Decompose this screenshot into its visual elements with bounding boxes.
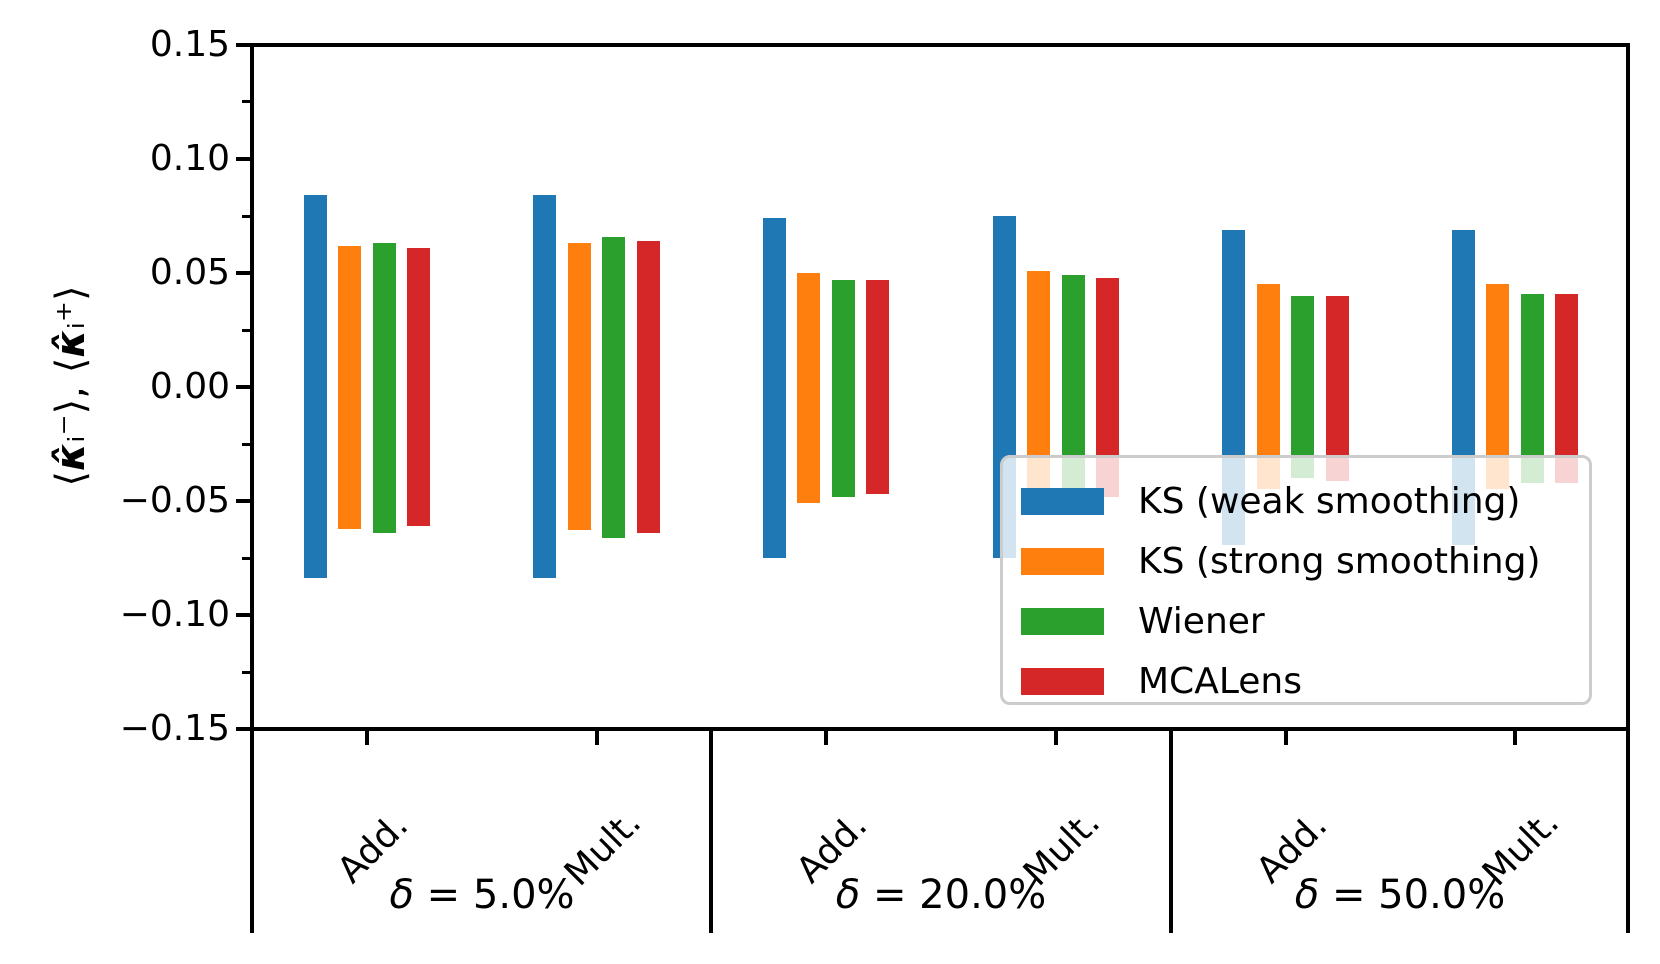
- bar-ks-strong-smoothing--group4: [1027, 271, 1050, 504]
- bar-wiener-group2: [602, 237, 625, 538]
- legend-row: MCALens: [1021, 651, 1589, 711]
- bar-mcalens-group1: [407, 248, 430, 526]
- x-tick: [1284, 731, 1288, 745]
- legend-swatch-icon: [1021, 607, 1104, 635]
- bar-ks-weak-smoothing--group2: [533, 195, 556, 578]
- delta-symbol: δ: [1294, 872, 1320, 918]
- legend-row: KS (strong smoothing): [1021, 531, 1589, 591]
- y-major-tick: [236, 385, 250, 389]
- y-major-tick: [236, 157, 250, 161]
- bar-mcalens-group2: [637, 241, 660, 533]
- bar-wiener-group4: [1062, 275, 1085, 498]
- x-tick: [824, 731, 828, 745]
- x-tick: [595, 731, 599, 745]
- bar-ks-strong-smoothing--group3: [797, 273, 820, 503]
- bar-mcalens-group6: [1555, 294, 1578, 483]
- x-tick: [1513, 731, 1517, 745]
- x-tick: [365, 731, 369, 745]
- top-spine: [250, 43, 1630, 47]
- legend-label: MCALens: [1138, 660, 1302, 702]
- y-major-tick: [236, 43, 250, 47]
- y-tick-label: 0.05: [149, 252, 230, 293]
- y-tick-label: −0.15: [119, 708, 230, 749]
- delta-symbol: δ: [835, 872, 861, 918]
- section-divider: [1169, 727, 1173, 933]
- bar-ks-strong-smoothing--group5: [1257, 284, 1280, 489]
- right-spine: [1626, 43, 1630, 933]
- section-label-value: = 5.0%: [413, 872, 575, 918]
- y-major-tick: [236, 613, 250, 617]
- bar-ks-weak-smoothing--group3: [763, 218, 786, 558]
- y-tick-label: 0.00: [149, 366, 230, 407]
- legend-swatch-icon: [1021, 547, 1104, 575]
- bar-mcalens-group4: [1096, 278, 1119, 497]
- x-axis-line: [250, 727, 1630, 731]
- bar-ks-strong-smoothing--group2: [568, 243, 591, 530]
- legend-label: Wiener: [1138, 600, 1265, 642]
- left-spine: [250, 43, 254, 933]
- legend-swatch-icon: [1021, 487, 1104, 515]
- section-label: δ = 20.0%: [836, 872, 1047, 918]
- bar-wiener-group6: [1521, 294, 1544, 483]
- bar-ks-weak-smoothing--group1: [304, 195, 327, 578]
- bar-mcalens-group5: [1326, 296, 1349, 481]
- y-minor-tick: [242, 443, 250, 446]
- y-minor-tick: [242, 215, 250, 218]
- bar-mcalens-group3: [866, 280, 889, 494]
- y-minor-tick: [242, 329, 250, 332]
- section-label-value: = 50.0%: [1319, 872, 1506, 918]
- y-minor-tick: [242, 671, 250, 674]
- legend-row: Wiener: [1021, 591, 1589, 651]
- section-label: δ = 5.0%: [389, 872, 574, 918]
- y-tick-label: 0.15: [149, 24, 230, 65]
- section-label: δ = 50.0%: [1295, 872, 1506, 918]
- bar-ks-strong-smoothing--group6: [1486, 284, 1509, 489]
- x-tick: [1054, 731, 1058, 745]
- bar-wiener-group1: [373, 243, 396, 533]
- section-label-value: = 20.0%: [860, 872, 1047, 918]
- delta-symbol: δ: [389, 872, 414, 918]
- y-major-tick: [236, 727, 250, 731]
- legend-swatch-icon: [1021, 667, 1104, 695]
- y-major-tick: [236, 499, 250, 503]
- bar-wiener-group5: [1291, 296, 1314, 478]
- legend-label: KS (strong smoothing): [1138, 540, 1541, 582]
- section-divider: [709, 727, 713, 933]
- legend-row: KS (weak smoothing): [1021, 471, 1589, 531]
- bar-ks-strong-smoothing--group1: [338, 246, 361, 529]
- y-major-tick: [236, 271, 250, 275]
- bar-wiener-group3: [832, 280, 855, 497]
- y-minor-tick: [242, 100, 250, 103]
- y-tick-label: −0.10: [119, 594, 230, 635]
- y-tick-label: 0.10: [149, 138, 230, 179]
- legend: KS (weak smoothing) KS (strong smoothing)…: [1000, 455, 1592, 705]
- y-minor-tick: [242, 557, 250, 560]
- y-tick-label: −0.05: [119, 480, 230, 521]
- legend-label: KS (weak smoothing): [1138, 480, 1521, 522]
